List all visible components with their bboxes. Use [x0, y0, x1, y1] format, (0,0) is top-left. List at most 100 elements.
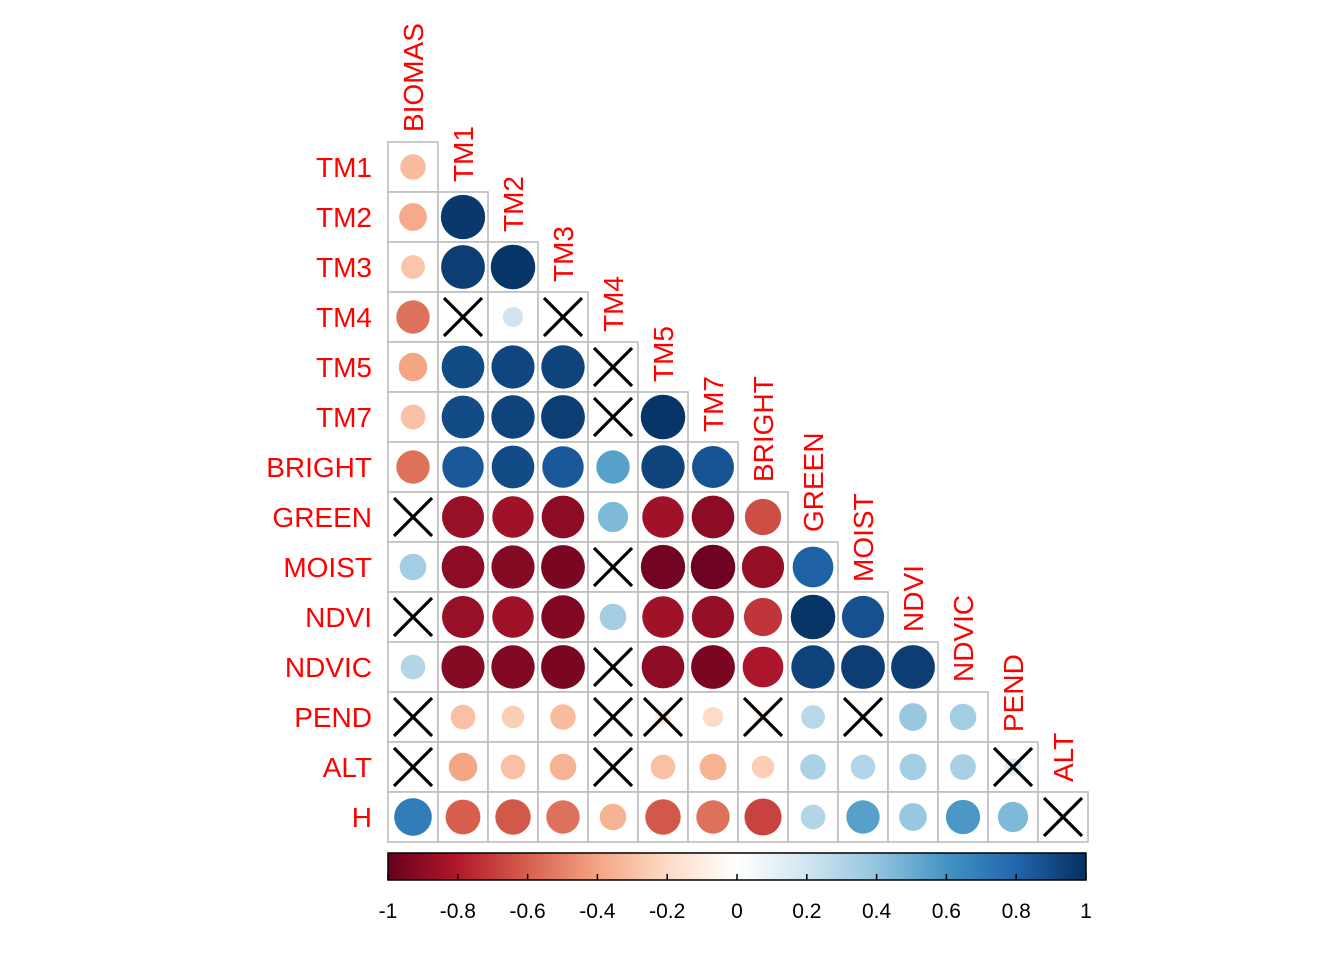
correlation-circle [846, 800, 880, 834]
cell-PEND-NDVI [887, 691, 939, 743]
correlation-circle [492, 496, 534, 538]
correlation-circle [492, 596, 534, 638]
correlation-circle [542, 446, 584, 488]
not-significant-cross [592, 396, 634, 438]
correlation-circle [691, 645, 735, 689]
column-label: GREEN [798, 432, 829, 532]
row-label: NDVIC [285, 652, 372, 683]
cell-GREEN-TM2 [487, 491, 539, 543]
cell-NDVIC-TM5 [637, 641, 689, 693]
correlation-circle [491, 445, 535, 489]
not-significant-cross [592, 346, 634, 388]
cell-TM5-TM1 [437, 341, 489, 393]
correlation-circle [599, 603, 627, 631]
cell-border [387, 341, 439, 393]
not-significant-cross [592, 696, 634, 738]
correlation-circle [448, 752, 478, 782]
correlation-circle [441, 345, 485, 389]
correlation-circle [541, 645, 585, 689]
cell-TM4-TM3 [537, 291, 589, 343]
row-label: TM1 [316, 152, 372, 183]
column-labels: BIOMAS TM1 TM2 TM3 TM4 TM5 TM7 BRIGHT GREEN MOIST… [398, 23, 1079, 782]
correlation-circle [399, 203, 427, 231]
cell-NDVIC-BIOMAS [387, 641, 439, 693]
cell-BRIGHT-BIOMAS [387, 441, 439, 493]
correlation-circle [792, 546, 834, 588]
column-label: TM4 [598, 276, 629, 332]
colorbar-tick-label: 0.8 [1002, 900, 1031, 923]
column-label: MOIST [848, 493, 879, 582]
correlation-circle [541, 345, 585, 389]
correlation-circle [742, 646, 784, 688]
correlation-circle [691, 495, 735, 539]
correlation-circle [442, 496, 484, 538]
correlation-circle [441, 645, 485, 689]
correlation-circle [850, 754, 876, 780]
cell-NDVI-TM1 [437, 591, 489, 643]
not-significant-cross [992, 746, 1034, 788]
cell-ALT-NDVIC [937, 741, 989, 793]
cell-NDVI-TM3 [537, 591, 589, 643]
correlation-circle [549, 753, 577, 781]
row-label: TM2 [316, 202, 372, 233]
correlation-circle [490, 244, 536, 290]
correlation-circle [396, 450, 430, 484]
cell-H-TM3 [537, 791, 589, 843]
correlation-circle [491, 545, 535, 589]
correlation-circle [744, 798, 782, 836]
colorbar-tick-label: 0 [731, 900, 743, 923]
correlation-circle [441, 545, 485, 589]
row-labels: TM1 TM2 TM3 TM4 TM5 TM7 BRIGHT GREEN MOIST NDVI ND… [266, 152, 372, 833]
colorbar-tick-label: -1 [379, 900, 398, 923]
cell-PEND-TM5 [637, 691, 689, 743]
cell-TM7-TM5 [637, 391, 689, 443]
not-significant-cross [592, 646, 634, 688]
cell-TM4-BIOMAS [387, 291, 439, 343]
not-significant-cross [1042, 796, 1084, 838]
correlation-circle [690, 544, 736, 590]
cell-MOIST-TM4 [587, 541, 639, 593]
correlation-circle [599, 803, 627, 831]
correlation-circle [541, 545, 585, 589]
row-label: BRIGHT [266, 452, 372, 483]
cell-TM5-BIOMAS [387, 341, 439, 393]
cell-ALT-TM1 [437, 741, 489, 793]
correlation-circle [502, 306, 524, 328]
correlation-circle [696, 800, 730, 834]
correlation-circle [441, 395, 485, 439]
cell-ALT-TM4 [587, 741, 639, 793]
colorbar-tick-label: 0.6 [932, 900, 961, 923]
cell-TM1-BIOMAS [387, 141, 439, 193]
not-significant-cross [742, 696, 784, 738]
correlation-circle [500, 754, 526, 780]
column-label: TM5 [648, 326, 679, 382]
correlation-circle [650, 754, 676, 780]
cell-PEND-GREEN [787, 691, 839, 743]
correlation-circle [642, 496, 684, 538]
correlation-circle [550, 704, 576, 730]
not-significant-cross [442, 296, 484, 338]
correlation-circle [645, 799, 681, 835]
cell-TM7-BIOMAS [387, 391, 439, 443]
correlation-circle [841, 595, 885, 639]
cell-BRIGHT-TM4 [587, 441, 639, 493]
colorbar-tick-label: -0.6 [510, 900, 546, 923]
correlation-circle [891, 645, 935, 689]
cell-PEND-BRIGHT [737, 691, 789, 743]
cell-H-ALT [1037, 791, 1089, 843]
correlation-circle [744, 498, 782, 536]
colorbar-gradient [387, 852, 1087, 881]
correlation-circle [743, 597, 783, 637]
correlation-circle [491, 345, 535, 389]
row-label: H [352, 802, 372, 833]
correlation-matrix [387, 141, 1089, 843]
colorbar-tick-label: 0.4 [862, 900, 892, 923]
row-label: NDVI [305, 602, 372, 633]
cell-MOIST-BIOMAS [387, 541, 439, 593]
column-label: BRIGHT [748, 376, 779, 482]
correlation-circle [899, 803, 927, 831]
not-significant-cross [392, 596, 434, 638]
correlation-circle [945, 799, 981, 835]
cell-NDVI-TM5 [637, 591, 689, 643]
row-label: PEND [294, 702, 372, 733]
